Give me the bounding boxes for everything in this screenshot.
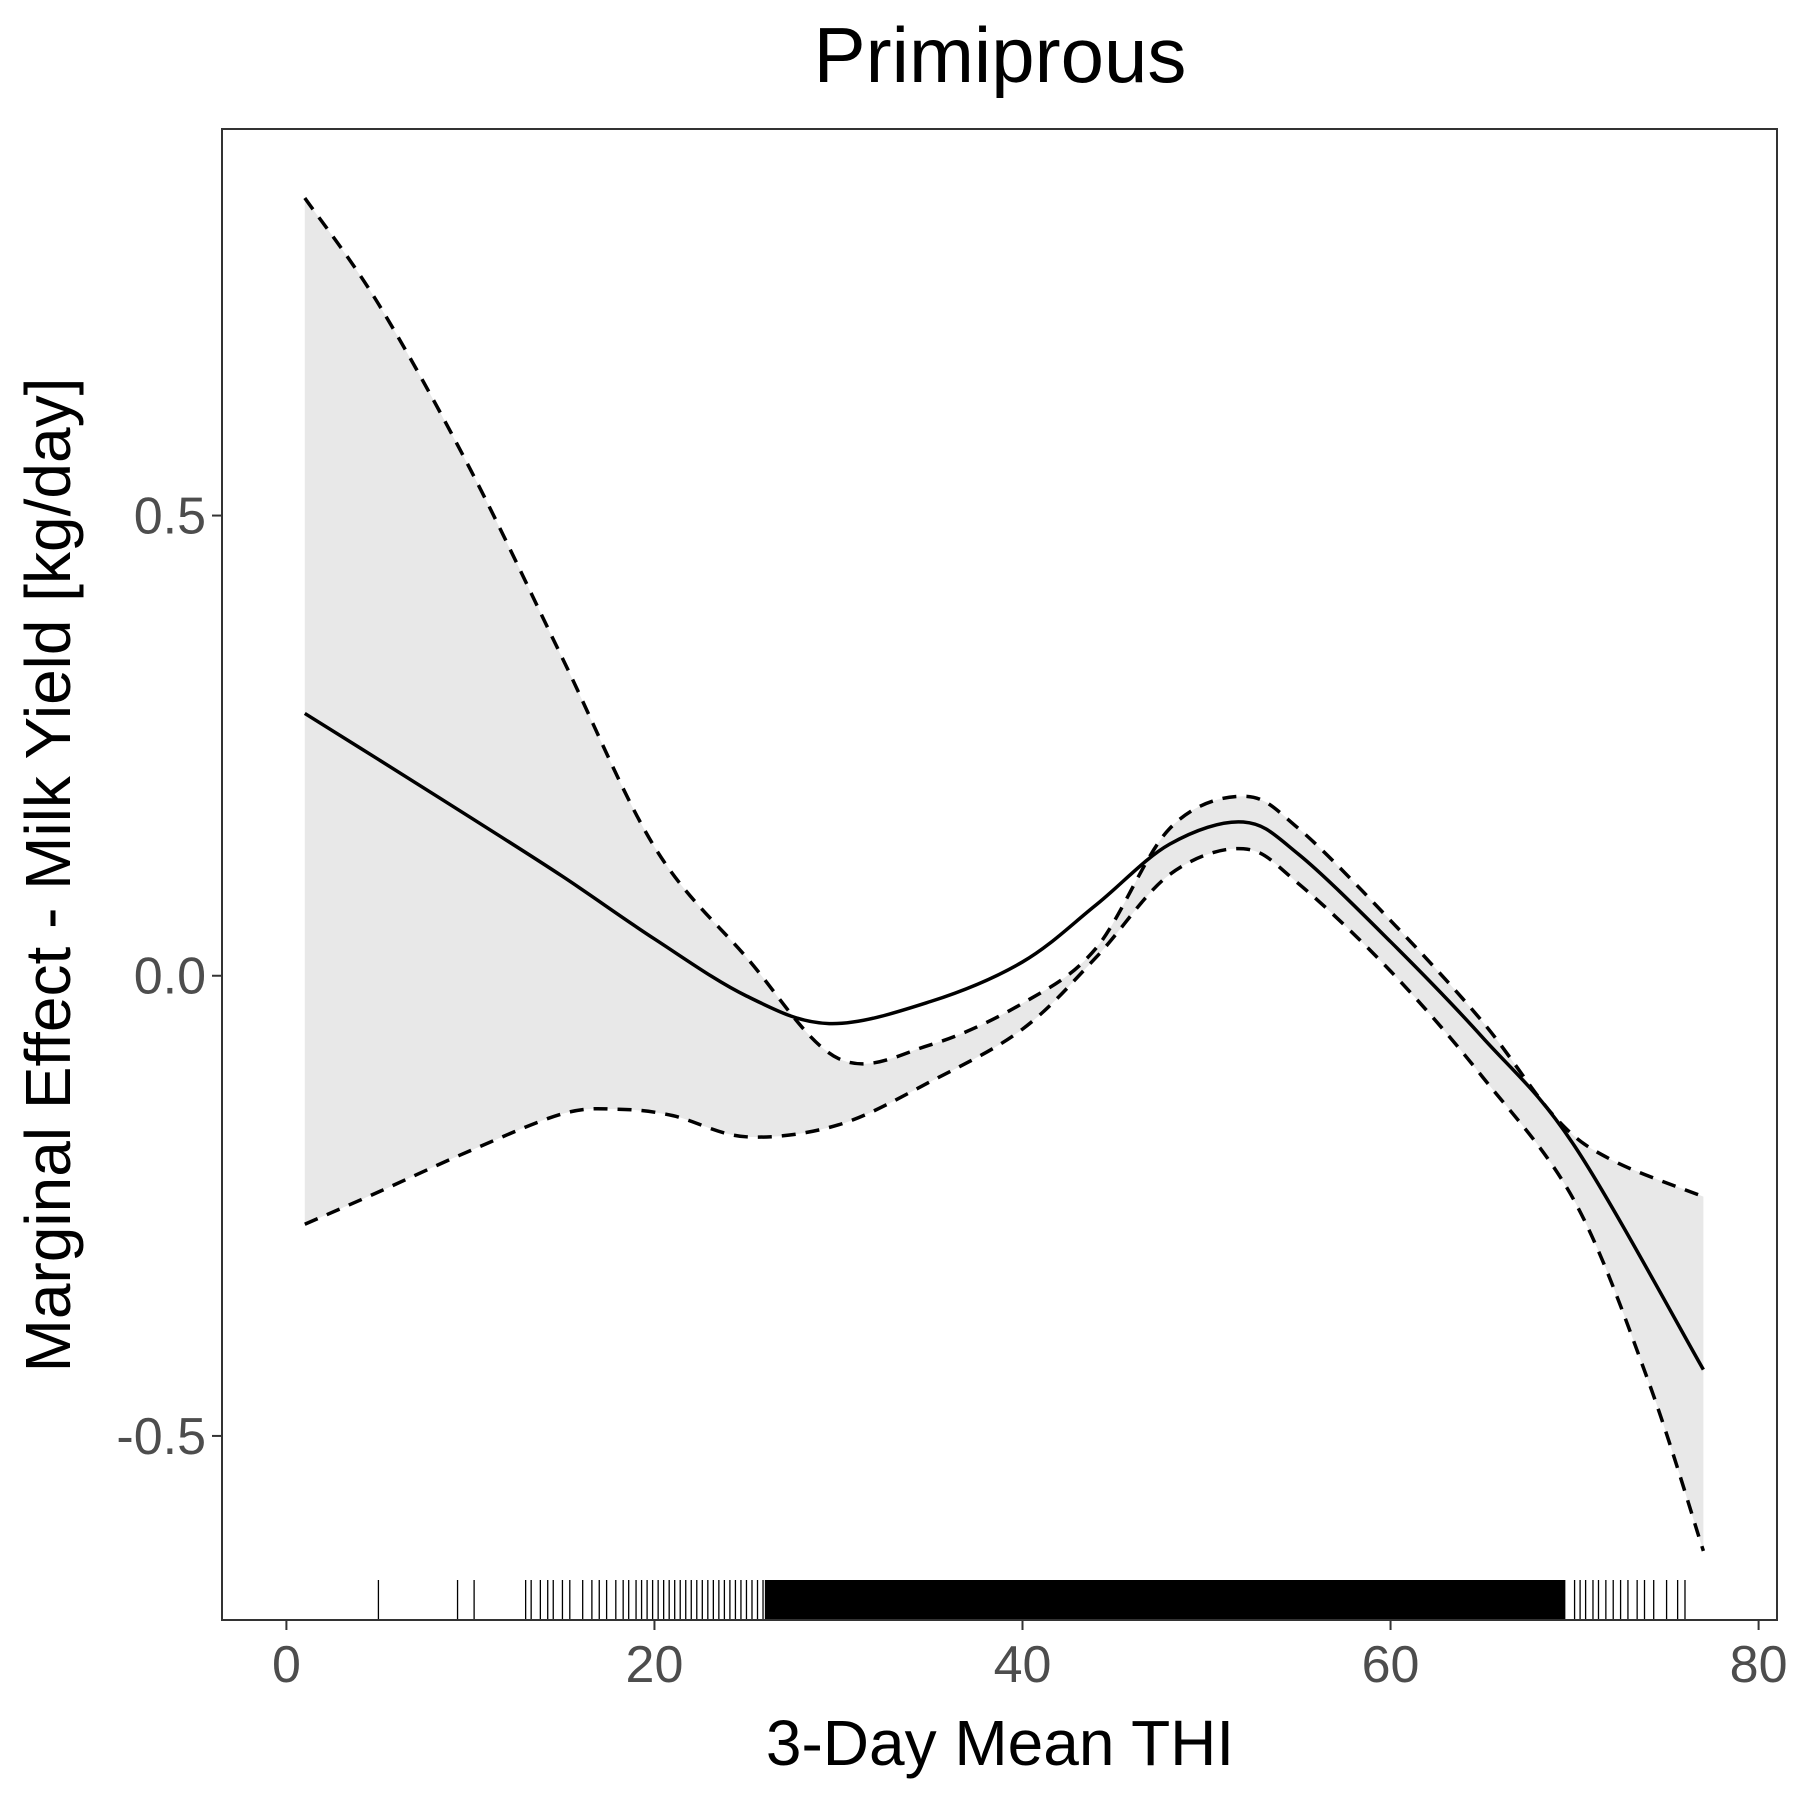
x-tick-label: 60 bbox=[1362, 1636, 1420, 1694]
rug-dense-band bbox=[764, 1580, 1566, 1620]
upper-confidence-line bbox=[303, 197, 1705, 1199]
x-tick-label: 40 bbox=[994, 1636, 1052, 1694]
y-tick-label: -0.5 bbox=[116, 1408, 206, 1466]
lower-confidence-line bbox=[304, 846, 1706, 1552]
x-tick-label: 0 bbox=[272, 1636, 301, 1694]
confidence-ribbon-layer bbox=[304, 198, 1704, 1551]
y-tick-label: 0.0 bbox=[134, 948, 206, 1006]
confidence-ribbon bbox=[304, 198, 1704, 1551]
y-tick-label: 0.5 bbox=[134, 488, 206, 546]
x-tick-label: 80 bbox=[1730, 1636, 1788, 1694]
panel-border bbox=[221, 128, 1778, 1621]
series-layer bbox=[303, 197, 1706, 1552]
x-axis-title: 3-Day Mean THI bbox=[766, 1707, 1234, 1779]
chart-title: Primiprous bbox=[814, 11, 1187, 99]
estimate-line bbox=[303, 711, 1705, 1371]
x-axis: 0 20 40 60 80 bbox=[272, 1620, 1788, 1694]
x-tick-label: 20 bbox=[626, 1636, 684, 1694]
plot-panel bbox=[221, 128, 1778, 1621]
y-axis: 0.5 0.0 -0.5 bbox=[116, 488, 222, 1466]
y-axis-title: Marginal Effect - Milk Yield [kg/day] bbox=[12, 378, 84, 1373]
rug-layer bbox=[377, 1580, 1686, 1620]
